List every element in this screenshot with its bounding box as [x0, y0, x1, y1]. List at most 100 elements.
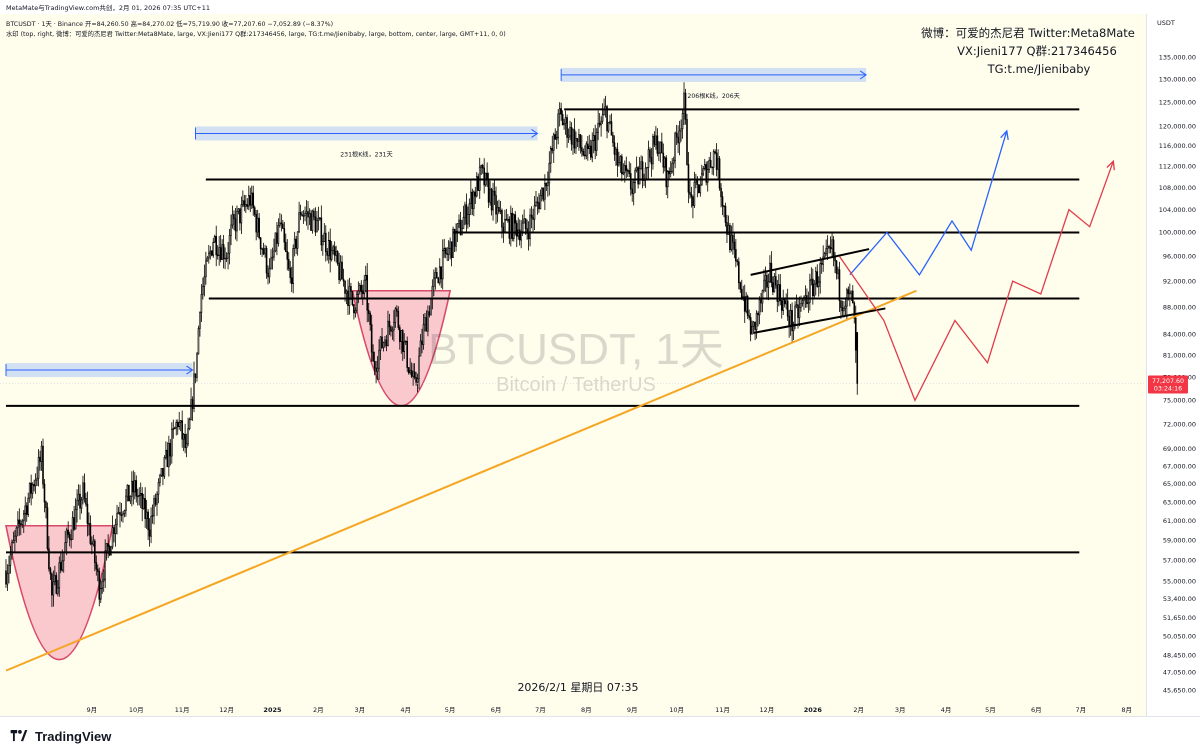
candle: [129, 495, 132, 504]
candle-body: [687, 164, 690, 193]
projection-path: [849, 130, 1008, 277]
candle: [764, 266, 767, 292]
candle: [213, 234, 216, 243]
candle-body: [727, 224, 730, 235]
candle-body: [62, 551, 65, 562]
candle-body: [529, 214, 531, 240]
price-tick-label: 135,000.00: [1159, 54, 1196, 62]
candle-body: [360, 285, 363, 293]
candle: [492, 182, 494, 221]
candle-body: [449, 241, 451, 249]
candle-body: [418, 355, 420, 380]
candle: [419, 334, 422, 357]
candle-body: [160, 468, 163, 476]
candle: [438, 258, 441, 286]
candle: [279, 213, 281, 228]
candle-body: [293, 238, 296, 249]
candle: [163, 455, 166, 479]
candle: [711, 166, 713, 175]
candle-body: [650, 157, 653, 165]
candle: [182, 432, 185, 452]
candle: [661, 132, 663, 154]
candle-body: [770, 262, 773, 283]
candle: [819, 256, 822, 294]
candle-body: [242, 200, 244, 205]
channel-upper: [750, 248, 870, 276]
candle-body: [8, 565, 10, 574]
candle: [575, 131, 577, 155]
candle-body: [96, 568, 99, 572]
price-tick-label: 92,000.00: [1163, 277, 1196, 285]
candle-body: [758, 299, 761, 316]
candle: [284, 233, 287, 253]
candle: [684, 88, 687, 125]
candle: [561, 110, 564, 126]
candle-body: [54, 575, 56, 583]
candle-body: [157, 482, 160, 495]
candle-body: [231, 214, 234, 226]
candle-body: [587, 143, 589, 149]
candle: [666, 169, 669, 199]
candle: [755, 310, 758, 339]
candle: [270, 249, 272, 270]
price-tick-label: 50,050.00: [1163, 633, 1196, 641]
candle: [173, 426, 176, 430]
price-axis[interactable]: [1146, 14, 1200, 716]
candle: [480, 164, 483, 176]
candle-body: [363, 279, 366, 294]
tradingview-brand[interactable]: TradingView: [8, 729, 111, 744]
candle: [104, 539, 106, 588]
candle-body: [795, 304, 798, 307]
candle-body: [394, 308, 397, 323]
candle: [369, 311, 371, 331]
candle: [418, 347, 420, 390]
candle-body: [215, 236, 218, 256]
candle-body: [123, 510, 126, 515]
candle-body: [353, 304, 355, 314]
candle-body: [760, 299, 762, 304]
candle: [171, 422, 173, 464]
candle: [751, 320, 753, 335]
candle-body: [279, 222, 281, 226]
candle: [271, 247, 274, 270]
candle: [224, 247, 226, 270]
candle-body: [283, 228, 286, 243]
candle-body: [419, 340, 422, 357]
candle-body: [809, 279, 811, 303]
candle-body: [703, 164, 706, 169]
candle: [36, 466, 38, 486]
candle: [119, 501, 121, 528]
candle-body: [631, 188, 634, 194]
candle-body: [185, 443, 188, 449]
candle-body: [267, 272, 269, 278]
candle: [690, 186, 693, 208]
candle: [478, 157, 481, 199]
candle: [640, 155, 642, 170]
candle: [339, 255, 342, 282]
candle: [693, 171, 696, 209]
candle-body: [613, 142, 616, 155]
candle: [595, 128, 598, 156]
candle: [820, 258, 823, 274]
candle-body: [773, 276, 776, 293]
candle-body: [624, 165, 626, 173]
candle: [677, 125, 679, 153]
candle: [261, 247, 263, 257]
candle-body: [274, 232, 277, 252]
candle: [508, 216, 511, 245]
candle: [308, 208, 311, 226]
candle-body: [514, 214, 517, 224]
candle-body: [6, 573, 9, 585]
candle: [702, 165, 705, 177]
candle: [401, 329, 404, 361]
candle-body: [634, 169, 636, 183]
candle: [572, 128, 574, 155]
candle: [58, 556, 61, 597]
candle-body: [840, 300, 842, 308]
candle-body: [723, 205, 725, 208]
time-tick-label: 2025: [263, 706, 282, 714]
candle-body: [489, 188, 491, 203]
candle-body: [826, 246, 829, 249]
candle-body: [729, 224, 731, 250]
candle-body: [412, 371, 414, 377]
